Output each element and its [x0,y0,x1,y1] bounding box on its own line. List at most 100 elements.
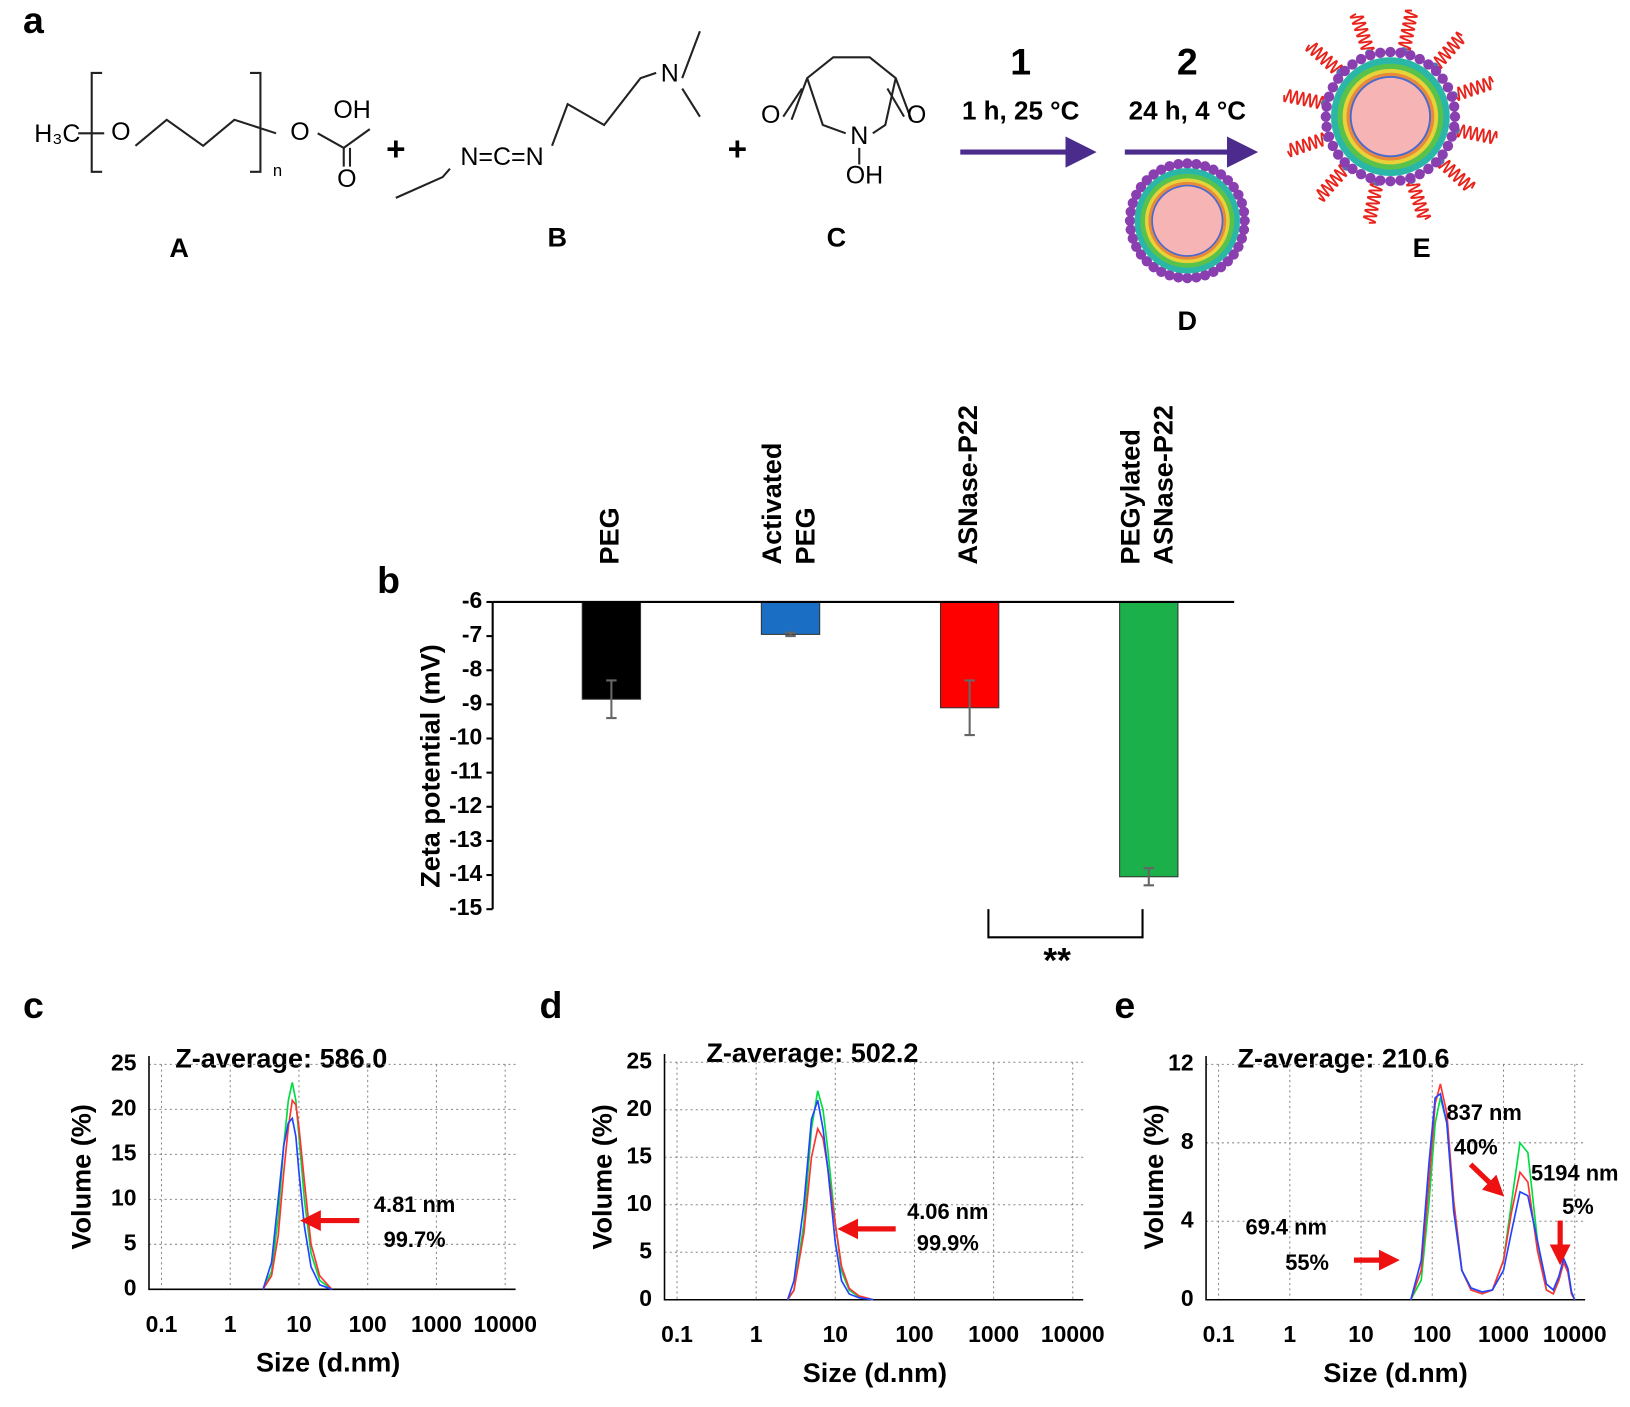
annotation: 837 nm [1446,1100,1521,1125]
surface-dot [1347,163,1358,175]
x-tick-label: 10000 [473,1311,537,1337]
x-tick-label: 100 [895,1321,933,1347]
surface-dot [1182,158,1193,169]
structures [78,30,913,199]
y-tick-label: -15 [449,894,482,920]
surface-dot [1321,101,1332,112]
surface-dot [1395,47,1406,59]
surface-dot [1164,161,1175,172]
category-label: ASNase-P22 [952,405,983,564]
x-tick-label: 1 [1283,1321,1296,1347]
surface-dot [1156,164,1167,175]
plus: + [728,131,747,168]
surface-dot [1238,224,1250,235]
surface-dot [1448,101,1460,112]
y-tick-label: 20 [627,1095,652,1121]
y-tick-label: -11 [450,758,482,784]
surface-dot [1339,157,1350,168]
data-line [262,1082,333,1290]
surface-dot [1323,91,1335,102]
surface-dot [1405,50,1416,61]
surface-dot [1430,157,1442,168]
surface-dot [1208,266,1219,278]
atom: O [761,101,780,129]
plus: + [386,131,405,168]
y-tick-label: -12 [449,792,482,818]
y-tick-label: -10 [449,724,482,750]
error-bar [606,679,617,720]
y-axis-label: Volume (%) [1138,1104,1169,1249]
bonds-b [395,30,701,199]
data-line [1410,1083,1576,1301]
surface-dot [1355,168,1367,180]
surface-dot [1191,159,1202,170]
molecule-label: D [1178,305,1198,336]
surface-dot [1395,175,1406,186]
surface-dot [1448,121,1460,132]
x-tick-label: 0.1 [1203,1321,1235,1347]
data-line [262,1116,333,1291]
surface-dot [1430,65,1442,77]
y-tick-label: 8 [1181,1128,1194,1154]
surface-dot [1239,215,1250,226]
annotation: 99.7% [384,1227,446,1252]
molecule-label: E [1413,232,1431,263]
nanoparticles [1124,9,1498,284]
annotation: 5194 nm [1531,1161,1619,1186]
surface-dot [1228,249,1239,260]
molecule-label: B [547,222,567,253]
bonds-a2 [317,128,371,167]
y-tick-label: 0 [124,1274,137,1300]
atom: N=C=N [460,143,543,171]
peg-chain [1362,182,1383,224]
y-tick-label: 25 [627,1047,653,1073]
peg-chain [1283,89,1325,109]
surface-dot [1365,172,1376,184]
surface-dot [1228,181,1239,193]
y-tick-label: 15 [111,1139,137,1165]
y-tick-label: -9 [462,689,482,715]
atom: N [850,122,868,150]
y-axis-label: Zeta potential (mV) [414,644,445,888]
peg-chain [1433,31,1465,70]
annotation: 55% [1285,1250,1329,1275]
x-tick-label: 10 [823,1321,848,1347]
category-label: PEGylated [1114,429,1145,564]
surface-dot [1233,189,1244,200]
x-tick-label: 10000 [1041,1321,1105,1347]
surface-dot [1385,176,1396,187]
atom: O [290,118,309,146]
error-bar [964,679,975,737]
axes [1205,1056,1586,1301]
error-bar [1143,867,1154,887]
surface-dot [1131,189,1142,200]
bar [760,601,821,635]
annotation: ** [1043,941,1071,981]
surface-dot [1323,131,1335,142]
atom: OH [846,162,883,190]
peg-chain [1316,163,1348,202]
surface-dot [1191,272,1202,283]
y-tick-label: -13 [449,826,482,852]
surface-dot [1446,91,1458,102]
y-tick-label: 12 [1168,1049,1193,1075]
bonds-a [78,118,277,148]
step-number: 2 [1177,40,1198,82]
panel-letter: b [377,559,400,601]
surface-dot [1385,46,1396,58]
panel-letter: c [23,984,44,1026]
surface-dot [1173,272,1184,283]
surface-dot [1355,53,1367,65]
atom: H₃C [34,120,80,148]
y-tick-label: 15 [627,1142,653,1168]
surface-dot [1156,266,1167,278]
surface-dot [1125,224,1136,235]
surface-dot [1332,73,1344,84]
surface-dot [1339,65,1350,77]
x-tick-label: 1 [750,1321,763,1347]
chart-title: Z-average: 586.0 [175,1042,387,1073]
surface-dot [1164,270,1175,281]
surface-dot [1236,197,1248,209]
step-condition: 24 h, 4 °C [1129,95,1247,125]
